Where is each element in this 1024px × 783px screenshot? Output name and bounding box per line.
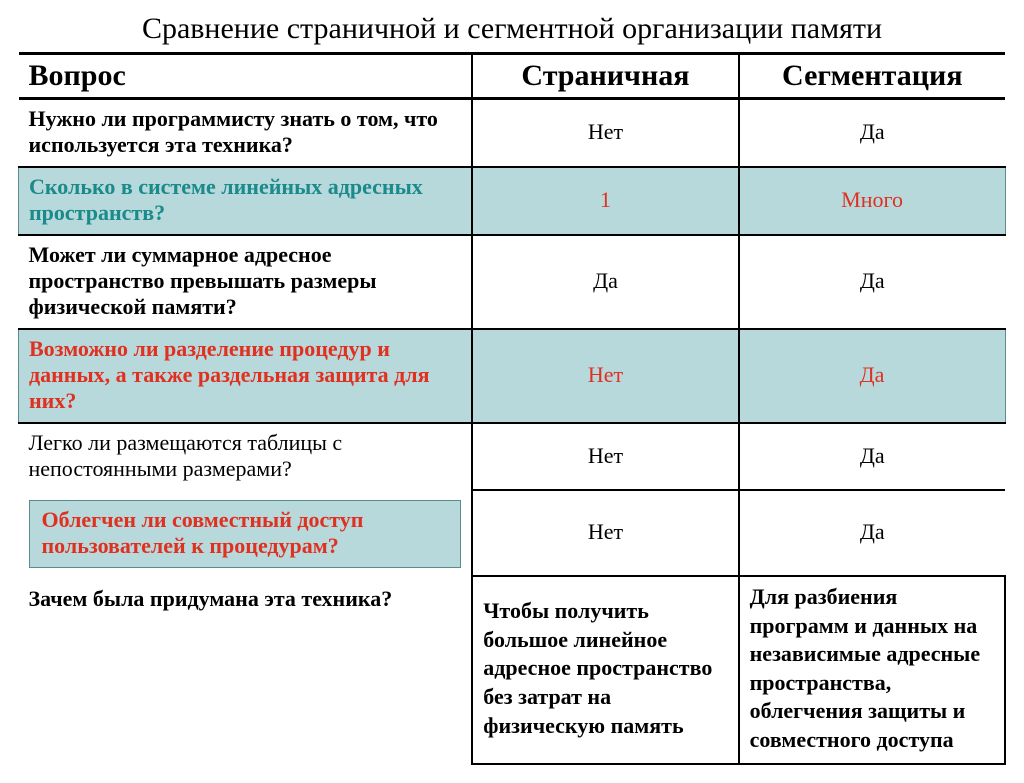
segmentation-explanation: Для разбиения программ и данных на незав… bbox=[739, 576, 1005, 764]
paging-cell: Нет bbox=[472, 423, 738, 490]
paging-cell: Нет bbox=[472, 490, 738, 576]
paging-cell: 1 bbox=[472, 167, 738, 235]
paging-cell: Нет bbox=[472, 99, 738, 168]
table-row: Сколько в системе линейных адресных прос… bbox=[19, 167, 1006, 235]
question-cell: Нужно ли программисту знать о том, что и… bbox=[19, 99, 473, 168]
segmentation-cell: Да bbox=[739, 99, 1005, 168]
segmentation-cell: Да bbox=[739, 235, 1005, 329]
table-header-row: Вопрос Страничная Сегментация bbox=[19, 54, 1006, 99]
col-header-question: Вопрос bbox=[19, 54, 473, 99]
question-cell: Сколько в системе линейных адресных прос… bbox=[19, 167, 473, 235]
question-cell: Легко ли размещаются таблицы с непостоян… bbox=[19, 423, 473, 490]
page: Сравнение страничной и сегментной органи… bbox=[0, 0, 1024, 783]
question-cell: Облегчен ли совместный доступ пользовате… bbox=[19, 490, 473, 576]
table-row: Нужно ли программисту знать о том, что и… bbox=[19, 99, 1006, 168]
table-row: Возможно ли разделение процедур и данных… bbox=[19, 329, 1006, 423]
highlight-box: Облегчен ли совместный доступ пользовате… bbox=[29, 500, 462, 568]
paging-cell: Нет bbox=[472, 329, 738, 423]
question-cell: Зачем была придумана эта техника? bbox=[19, 576, 473, 764]
col-header-segmentation: Сегментация bbox=[739, 54, 1005, 99]
col-header-paging: Страничная bbox=[472, 54, 738, 99]
segmentation-cell: Много bbox=[739, 167, 1005, 235]
segmentation-cell: Да bbox=[739, 423, 1005, 490]
table-row: Может ли суммарное адресное пространство… bbox=[19, 235, 1006, 329]
question-cell: Может ли суммарное адресное пространство… bbox=[19, 235, 473, 329]
page-title: Сравнение страничной и сегментной органи… bbox=[18, 12, 1006, 46]
table-row: Облегчен ли совместный доступ пользовате… bbox=[19, 490, 1006, 576]
table-row: Зачем была придумана эта техника? Чтобы … bbox=[19, 576, 1006, 764]
question-cell: Возможно ли разделение процедур и данных… bbox=[19, 329, 473, 423]
table-row: Легко ли размещаются таблицы с непостоян… bbox=[19, 423, 1006, 490]
segmentation-cell: Да bbox=[739, 329, 1005, 423]
paging-cell: Да bbox=[472, 235, 738, 329]
comparison-table: Вопрос Страничная Сегментация Нужно ли п… bbox=[18, 52, 1006, 765]
paging-explanation: Чтобы получить большое линейное адресное… bbox=[472, 576, 738, 764]
segmentation-cell: Да bbox=[739, 490, 1005, 576]
